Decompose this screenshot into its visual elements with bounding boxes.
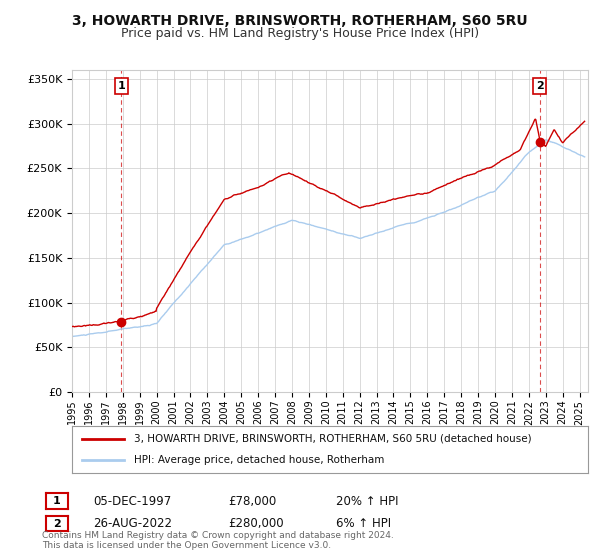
Text: 26-AUG-2022: 26-AUG-2022 [93,517,172,530]
Text: 3, HOWARTH DRIVE, BRINSWORTH, ROTHERHAM, S60 5RU: 3, HOWARTH DRIVE, BRINSWORTH, ROTHERHAM,… [72,14,528,28]
Text: 20% ↑ HPI: 20% ↑ HPI [336,494,398,508]
Text: Price paid vs. HM Land Registry's House Price Index (HPI): Price paid vs. HM Land Registry's House … [121,27,479,40]
Text: 6% ↑ HPI: 6% ↑ HPI [336,517,391,530]
Text: £280,000: £280,000 [228,517,284,530]
Text: 1: 1 [53,496,61,506]
Text: HPI: Average price, detached house, Rotherham: HPI: Average price, detached house, Roth… [134,455,384,465]
Text: 3, HOWARTH DRIVE, BRINSWORTH, ROTHERHAM, S60 5RU (detached house): 3, HOWARTH DRIVE, BRINSWORTH, ROTHERHAM,… [134,434,532,444]
Text: 2: 2 [53,519,61,529]
Text: 1: 1 [118,81,125,91]
Text: Contains HM Land Registry data © Crown copyright and database right 2024.
This d: Contains HM Land Registry data © Crown c… [42,530,394,550]
Text: £78,000: £78,000 [228,494,276,508]
Text: 2: 2 [536,81,544,91]
Text: 05-DEC-1997: 05-DEC-1997 [93,494,171,508]
